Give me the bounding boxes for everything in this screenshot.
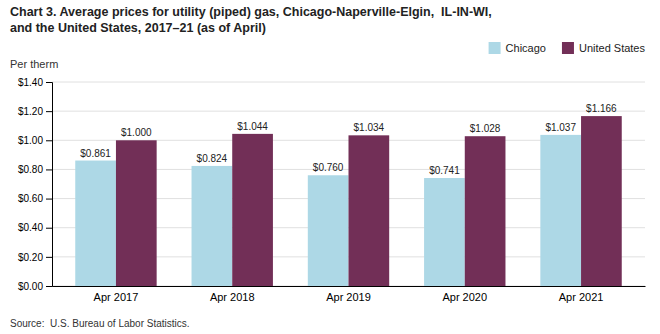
y-tick-label: $1.00 bbox=[18, 135, 43, 146]
y-tick: $0.20 bbox=[18, 252, 52, 263]
bar bbox=[232, 134, 273, 286]
bar bbox=[192, 166, 233, 286]
x-tick: Apr 2017 bbox=[94, 291, 139, 303]
y-label: Per therm bbox=[10, 58, 58, 70]
x-axis-line bbox=[53, 286, 646, 287]
y-axis-line bbox=[46, 83, 53, 287]
y-tick: $0.00 bbox=[18, 281, 52, 292]
y-tick: $0.40 bbox=[18, 222, 52, 233]
y-tick-mark bbox=[46, 257, 52, 258]
bar bbox=[308, 175, 349, 286]
bar bbox=[465, 136, 506, 286]
y-tick-label: $1.40 bbox=[18, 77, 43, 88]
x-tick-label: Apr 2021 bbox=[559, 291, 604, 303]
data-label: $0.861 bbox=[80, 148, 111, 159]
data-labels: $0.861 $0.824 $0.760 $0.741 $1.037 $1.000 $1.0… bbox=[80, 103, 617, 176]
legend: Chicago United States bbox=[489, 42, 646, 54]
y-tick-mark bbox=[46, 140, 52, 141]
data-label: $1.000 bbox=[121, 127, 152, 138]
bar bbox=[540, 135, 581, 286]
legend-item: Chicago bbox=[489, 42, 546, 54]
y-tick-label: $0.60 bbox=[18, 193, 43, 204]
data-label: $1.166 bbox=[586, 103, 617, 114]
y-tick: $1.20 bbox=[18, 106, 52, 117]
x-tick: Apr 2019 bbox=[326, 291, 371, 303]
title: Chart 3. Average prices for utility (pip… bbox=[10, 5, 492, 35]
x-axis: Apr 2017 Apr 2018 Apr 2019 Apr 2020 Apr 2021 bbox=[53, 287, 646, 303]
plot: $0.861 $0.824 $0.760 $0.741 $1.037 $1.000 $1.0… bbox=[18, 77, 646, 303]
y-tick-mark bbox=[46, 228, 52, 229]
data-label: $1.034 bbox=[354, 122, 385, 133]
y-tick: $0.80 bbox=[18, 164, 52, 175]
y-tick-label: $1.20 bbox=[18, 106, 43, 117]
chart: Chart 3. Average prices for utility (pip… bbox=[0, 0, 660, 334]
y-tick-label: $0.40 bbox=[18, 222, 43, 233]
data-label: $0.824 bbox=[197, 153, 228, 164]
title-line: and the United States, 2017–21 (as of Ap… bbox=[10, 21, 266, 35]
data-label: $1.028 bbox=[470, 123, 501, 134]
bar bbox=[424, 178, 465, 286]
x-tick: Apr 2021 bbox=[559, 291, 604, 303]
y-tick-label: $0.20 bbox=[18, 252, 43, 263]
data-label: $1.044 bbox=[237, 121, 268, 132]
source: Source: U.S. Bureau of Labor Statistics. bbox=[10, 318, 190, 329]
y-tick-label: $0.00 bbox=[18, 281, 43, 292]
legend-item: United States bbox=[562, 42, 646, 54]
y-tick: $1.00 bbox=[18, 135, 52, 146]
y-tick-mark bbox=[46, 286, 52, 287]
y-tick-mark bbox=[46, 111, 52, 112]
legend-label: Chicago bbox=[506, 42, 546, 54]
x-tick: Apr 2018 bbox=[210, 291, 255, 303]
x-tick-label: Apr 2020 bbox=[442, 291, 487, 303]
legend-swatch bbox=[489, 42, 501, 54]
grid bbox=[52, 82, 645, 286]
bar bbox=[349, 135, 390, 286]
title-line: Chart 3. Average prices for utility (pip… bbox=[10, 5, 492, 19]
legend-label: United States bbox=[579, 42, 646, 54]
y-tick-mark bbox=[46, 82, 52, 83]
y-tick: $0.60 bbox=[18, 193, 52, 204]
x-tick-label: Apr 2017 bbox=[94, 291, 139, 303]
data-label: $0.741 bbox=[429, 165, 460, 176]
x-tick-label: Apr 2018 bbox=[210, 291, 255, 303]
data-label: $0.760 bbox=[313, 162, 344, 173]
legend-swatch bbox=[562, 42, 574, 54]
grid-line bbox=[52, 82, 645, 83]
bar bbox=[75, 161, 116, 286]
y-tick-mark bbox=[46, 169, 52, 170]
y-tick-mark bbox=[46, 199, 52, 200]
bar bbox=[116, 140, 157, 286]
y-tick-label: $0.80 bbox=[18, 164, 43, 175]
y-axis: $0.00 $0.20 $0.40 $0.60 $0.80 $1.00 $1.20 $1.40 bbox=[18, 77, 53, 292]
x-tick-label: Apr 2019 bbox=[326, 291, 371, 303]
bar bbox=[581, 116, 622, 286]
y-tick: $1.40 bbox=[18, 77, 52, 88]
bars bbox=[75, 116, 621, 286]
x-tick: Apr 2020 bbox=[442, 291, 487, 303]
grid-line bbox=[52, 111, 645, 112]
data-label: $1.037 bbox=[545, 122, 576, 133]
